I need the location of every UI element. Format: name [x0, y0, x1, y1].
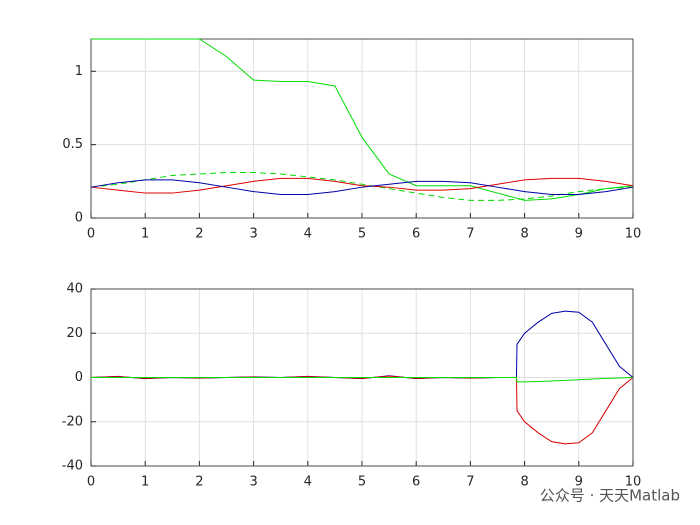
x-tick-label: 2: [195, 475, 203, 490]
x-tick-label: 10: [625, 475, 642, 490]
y-tick-label: 0.5: [62, 137, 83, 152]
x-tick-label: 2: [195, 227, 203, 242]
y-tick-label: -20: [62, 414, 83, 429]
x-tick-label: 7: [466, 475, 474, 490]
y-tick-label: -40: [62, 459, 83, 474]
watermark: 公众号 · 天天Matlab: [540, 487, 680, 505]
line-series: [90, 177, 634, 194]
x-tick-label: 4: [304, 475, 312, 490]
x-tick-label: 8: [520, 475, 528, 490]
x-tick-label: 10: [625, 227, 642, 242]
x-tick-label: 5: [358, 227, 366, 242]
y-tick-label: 1: [75, 64, 83, 79]
line-series: [91, 377, 634, 383]
y-tick-label: 40: [66, 282, 83, 297]
x-tick-label: 3: [249, 475, 257, 490]
line-series: [91, 38, 634, 201]
y-tick-label: 0: [75, 370, 83, 385]
x-tick-label: 0: [87, 227, 95, 242]
x-tick-label: 1: [141, 475, 149, 490]
x-tick-label: 9: [575, 475, 583, 490]
x-tick-label: 5: [358, 475, 366, 490]
line-series: [90, 172, 634, 201]
line-series: [90, 179, 634, 196]
x-tick-label: 3: [249, 227, 257, 242]
axes-box: [90, 38, 634, 219]
x-tick-label: 4: [304, 227, 312, 242]
x-tick-label: 7: [466, 227, 474, 242]
x-tick-label: 0: [87, 475, 95, 490]
x-tick-label: 9: [575, 227, 583, 242]
x-tick-label: 8: [520, 227, 528, 242]
y-tick-label: 0: [75, 211, 83, 226]
x-tick-label: 1: [141, 227, 149, 242]
x-tick-label: 6: [412, 227, 420, 242]
x-tick-label: 6: [412, 475, 420, 490]
y-tick-label: 20: [66, 326, 83, 341]
